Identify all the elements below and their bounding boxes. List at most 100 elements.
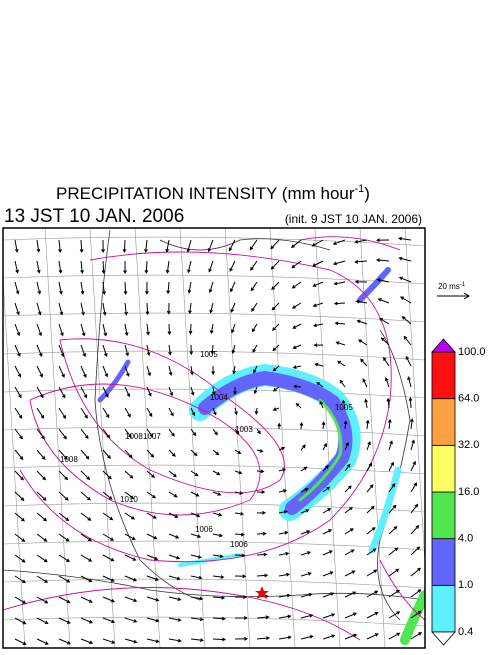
- wind-arrow: [251, 323, 258, 333]
- wind-arrow: [234, 595, 248, 599]
- wind-arrow: [58, 365, 65, 378]
- wind-arrow: [102, 638, 116, 644]
- wind-arrow: [256, 449, 264, 453]
- wind-arrow: [293, 384, 302, 389]
- wind-arrow: [102, 281, 106, 295]
- wind-arrow: [344, 570, 356, 577]
- wind-arrow: [354, 259, 368, 264]
- meridian: [269, 228, 296, 648]
- wind-arrow: [322, 464, 329, 472]
- wind-arrow: [212, 386, 216, 396]
- wind-arrow: [80, 617, 94, 624]
- wind-arrow: [168, 617, 182, 622]
- wind-arrow: [344, 528, 354, 535]
- wind-arrow: [278, 510, 288, 514]
- wind-arrow: [58, 428, 67, 440]
- wind-arrow: [58, 491, 69, 501]
- wind-arrow: [14, 638, 27, 645]
- wind-arrow: [212, 616, 226, 621]
- wind-arrow: [36, 596, 49, 604]
- parallel: [3, 464, 425, 475]
- wind-arrow: [36, 533, 48, 542]
- wind-arrow: [14, 428, 23, 440]
- wind-arrow: [80, 554, 93, 562]
- wind-arrow: [250, 260, 258, 271]
- colorbar-tick-label: 64.0: [458, 393, 479, 405]
- wind-arrow: [366, 441, 371, 451]
- wind-arrow: [190, 596, 204, 601]
- wind-arrow: [272, 386, 280, 392]
- colorbar-over: [431, 338, 456, 353]
- wind-arrow: [102, 323, 108, 337]
- wind-arrow: [234, 407, 238, 416]
- wind-scale-arrow: [437, 292, 470, 300]
- valid-time: 13 JST 10 JAN. 2006: [4, 206, 184, 227]
- contour-label: 1004: [210, 393, 228, 402]
- wind-arrow: [168, 428, 175, 437]
- wind-arrow: [366, 527, 376, 535]
- wind-arrow: [322, 634, 336, 640]
- wind-arrow: [398, 236, 412, 241]
- wind-arrow: [146, 638, 160, 643]
- wind-arrow: [14, 554, 26, 563]
- wind-arrow: [36, 407, 45, 419]
- wind-arrow: [102, 386, 109, 398]
- wind-arrow: [249, 239, 258, 251]
- wind-arrow: [388, 461, 394, 472]
- wind-arrow: [190, 470, 199, 477]
- wind-arrow: [388, 504, 397, 514]
- wind-arrow: [102, 470, 112, 480]
- wind-arrow: [14, 260, 19, 274]
- wind-arrow: [14, 407, 23, 419]
- wind-arrow: [272, 344, 280, 352]
- wind-arrow: [410, 460, 416, 472]
- wind-arrow: [165, 239, 170, 253]
- wind-arrow: [146, 575, 160, 581]
- wind-arrow: [344, 633, 358, 640]
- wind-arrow: [168, 407, 174, 417]
- title-main: PRECIPITATION INTENSITY (mm hour: [56, 184, 355, 203]
- wind-arrow: [410, 632, 423, 640]
- wind-arrow: [341, 399, 346, 409]
- wind-arrow: [234, 511, 245, 516]
- wind-arrow: [291, 260, 302, 269]
- wind-arrow: [272, 365, 280, 372]
- wind-arrow: [124, 638, 138, 644]
- wind-arrow: [124, 449, 133, 459]
- wind-arrow: [278, 446, 286, 451]
- wind-arrow: [231, 344, 236, 354]
- wind-arrow: [36, 260, 41, 274]
- wind-arrow: [80, 575, 93, 583]
- wind-arrow: [234, 616, 248, 620]
- wind-arrow: [209, 323, 214, 335]
- wind-arrow: [190, 533, 202, 538]
- wind-arrow: [80, 428, 89, 440]
- wind-arrow: [333, 281, 346, 286]
- wind-arrow: [146, 617, 160, 623]
- wind-arrow: [388, 440, 393, 451]
- wind-arrow: [212, 575, 225, 579]
- wind-arrow: [312, 323, 324, 328]
- wind-arrow: [388, 568, 400, 577]
- wind-arrow: [58, 638, 72, 645]
- wind-arrow: [234, 428, 240, 435]
- contour-label: 1008: [60, 455, 78, 464]
- wind-arrow: [122, 239, 127, 254]
- wind-arrow: [102, 575, 115, 582]
- colorbar-tick-label: 4.0: [458, 533, 473, 545]
- wind-arrow: [14, 323, 21, 337]
- wind-arrow: [234, 553, 246, 558]
- wind-arrow: [168, 575, 181, 581]
- wind-arrow: [344, 441, 349, 451]
- wind-arrow: [190, 428, 197, 437]
- meridian: [3, 273, 26, 648]
- wind-arrow: [36, 386, 44, 399]
- colorbar-under: [431, 631, 456, 646]
- parallel: [3, 312, 425, 323]
- wind-arrow: [124, 470, 134, 479]
- colorbar-bin: [431, 538, 456, 586]
- wind-arrow: [292, 344, 302, 349]
- wind-arrow: [80, 365, 87, 378]
- wind-arrow: [168, 512, 179, 518]
- wind-arrow: [408, 396, 413, 409]
